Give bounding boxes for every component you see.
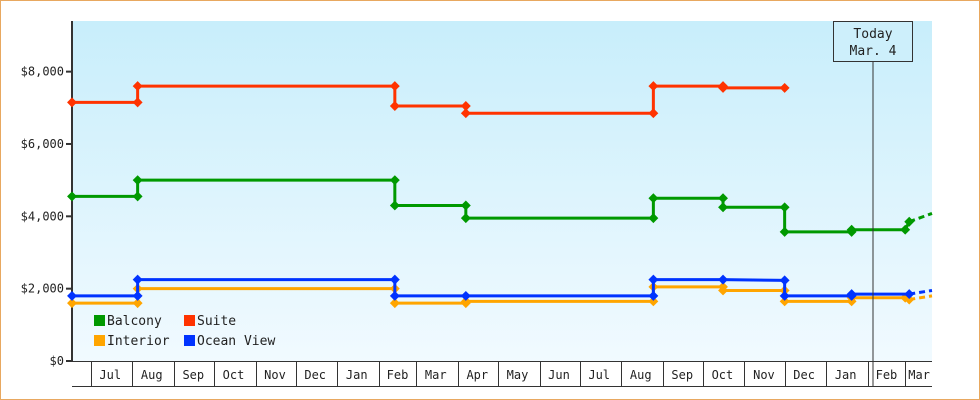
- data-point[interactable]: [648, 81, 659, 92]
- x-tick-label: Sep: [182, 368, 204, 382]
- data-point[interactable]: [846, 289, 857, 300]
- x-tick-label: Aug: [630, 368, 652, 382]
- legend-label: Interior: [107, 334, 170, 349]
- x-tick-label: Jan: [835, 368, 857, 382]
- data-point[interactable]: [648, 274, 659, 285]
- data-point[interactable]: [846, 224, 857, 235]
- legend-item-balcony: Balcony: [94, 314, 162, 329]
- legend-item-ocean-view: Ocean View: [184, 334, 275, 349]
- data-point[interactable]: [132, 191, 143, 202]
- data-point[interactable]: [779, 226, 790, 237]
- data-point[interactable]: [460, 213, 471, 224]
- x-axis: Jul Aug Sep Oct Nov Dec Jan Feb Mar Apr May Jun Jul A…: [72, 361, 932, 387]
- data-point[interactable]: [718, 202, 728, 213]
- legend-label: Suite: [197, 314, 236, 329]
- data-point[interactable]: [67, 191, 77, 202]
- x-tick-label: Feb: [387, 368, 409, 382]
- data-point[interactable]: [67, 97, 77, 108]
- data-point[interactable]: [648, 290, 659, 301]
- data-point[interactable]: [779, 296, 790, 307]
- legend-item-suite: Suite: [184, 314, 236, 329]
- legend-item-interior: Interior: [94, 334, 170, 349]
- x-tick-label: Jun: [548, 368, 570, 382]
- legend-label: Ocean View: [197, 334, 275, 349]
- plot-area: [72, 21, 932, 361]
- data-point[interactable]: [648, 296, 659, 307]
- data-point[interactable]: [718, 285, 728, 296]
- x-tick-label: Nov: [264, 368, 286, 382]
- y-axis: $0 $2,000 $4,000 $6,000 $8,000: [21, 21, 73, 368]
- data-point[interactable]: [389, 175, 400, 186]
- legend-swatch: [184, 315, 195, 326]
- data-point[interactable]: [904, 216, 915, 227]
- x-tick-label: Aug: [141, 368, 163, 382]
- data-point[interactable]: [460, 290, 471, 301]
- x-tick-label: Oct: [712, 368, 734, 382]
- y-tick-label: $8,000: [21, 65, 64, 79]
- data-point[interactable]: [779, 275, 790, 286]
- x-tick-label: Jan: [346, 368, 368, 382]
- data-point[interactable]: [779, 82, 790, 93]
- data-point[interactable]: [718, 82, 728, 93]
- data-point[interactable]: [389, 200, 400, 211]
- data-point[interactable]: [132, 97, 143, 108]
- series-group: [67, 81, 933, 309]
- y-tick-label: $0: [50, 354, 64, 368]
- data-point[interactable]: [132, 298, 143, 309]
- y-tick-label: $6,000: [21, 137, 64, 151]
- x-tick-label: Oct: [223, 368, 245, 382]
- data-point[interactable]: [389, 274, 400, 285]
- x-tick-label: Sep: [671, 368, 693, 382]
- data-point[interactable]: [132, 175, 143, 186]
- x-tick-label: Mar: [425, 368, 447, 382]
- today-box: [833, 21, 913, 62]
- data-point[interactable]: [648, 108, 659, 119]
- x-tick-label: Nov: [753, 368, 775, 382]
- data-point[interactable]: [132, 81, 143, 92]
- data-point[interactable]: [460, 200, 471, 211]
- x-tick-label: Jul: [99, 368, 121, 382]
- projection-line: [908, 212, 933, 224]
- data-point[interactable]: [900, 224, 911, 235]
- today-label: Today: [853, 27, 892, 42]
- x-tick-label: Mar: [908, 368, 930, 382]
- x-tick-label: Jul: [588, 368, 610, 382]
- data-point[interactable]: [718, 193, 728, 204]
- x-tick-label: Feb: [876, 368, 898, 382]
- data-point[interactable]: [132, 274, 143, 285]
- data-point[interactable]: [904, 294, 915, 305]
- today-date: Mar. 4: [850, 44, 897, 59]
- data-point[interactable]: [904, 289, 915, 300]
- data-point[interactable]: [779, 290, 790, 301]
- legend-swatch: [184, 335, 195, 346]
- x-tick-label: Apr: [466, 368, 488, 382]
- data-point[interactable]: [648, 213, 659, 224]
- legend: Balcony Suite Interior Ocean View: [94, 314, 275, 349]
- x-tick-label: May: [507, 368, 529, 382]
- data-point[interactable]: [132, 290, 143, 301]
- data-point[interactable]: [460, 296, 471, 307]
- x-tick-label: Dec: [793, 368, 815, 382]
- legend-swatch: [94, 315, 105, 326]
- data-point[interactable]: [389, 290, 400, 301]
- legend-label: Balcony: [107, 314, 162, 329]
- series-line: [72, 278, 910, 298]
- legend-swatch: [94, 335, 105, 346]
- data-point[interactable]: [779, 202, 790, 213]
- data-point[interactable]: [389, 298, 400, 309]
- series-balcony: [67, 175, 933, 237]
- y-tick-label: $4,000: [21, 209, 64, 223]
- y-tick-label: $2,000: [21, 282, 64, 296]
- series-ocean-view: [67, 274, 933, 301]
- today-marker: Today Mar. 4: [833, 21, 913, 386]
- data-point[interactable]: [718, 274, 728, 285]
- x-tick-label: Dec: [304, 368, 326, 382]
- data-point[interactable]: [648, 193, 659, 204]
